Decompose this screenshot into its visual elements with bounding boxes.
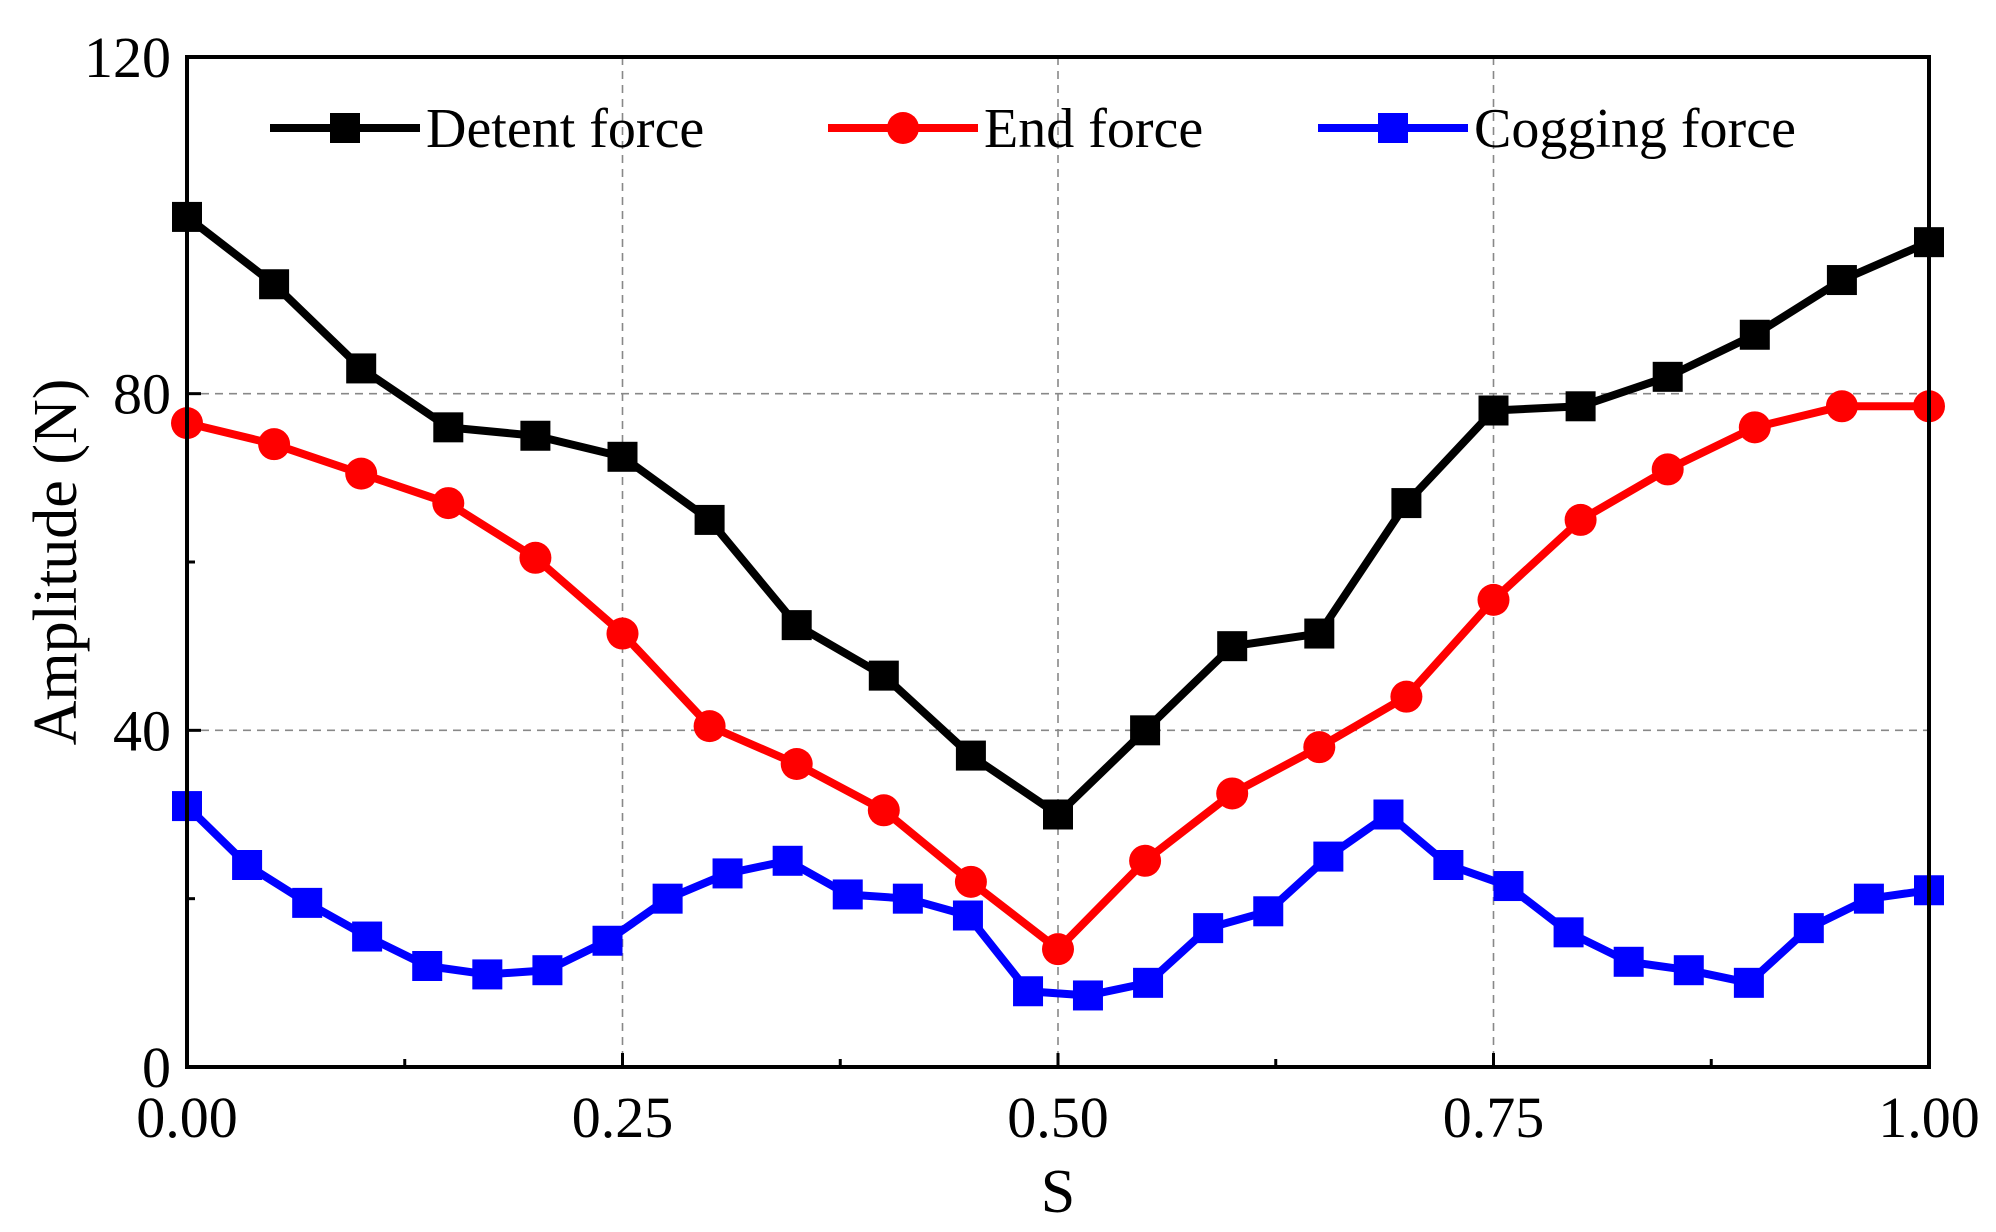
detent-force-point — [1565, 391, 1596, 422]
cogging-force-point — [1853, 883, 1884, 914]
detent-force-point — [955, 740, 986, 771]
detent-force-point — [607, 441, 638, 472]
detent-force-point — [259, 269, 290, 300]
detent-force-point — [1826, 265, 1857, 296]
cogging-force-point — [952, 900, 983, 931]
x-tick-label: 1.00 — [1878, 1085, 1980, 1150]
end-force-point — [780, 748, 813, 780]
end-force-point — [867, 794, 900, 827]
cogging-force-point — [1313, 841, 1344, 872]
cogging-force-point — [1433, 850, 1464, 880]
cogging-force-point — [712, 858, 743, 889]
cogging-force-point — [1133, 967, 1164, 998]
end-force-point — [606, 617, 639, 650]
cogging-force-point — [772, 845, 803, 876]
cogging-force-point — [1072, 980, 1103, 1011]
end-force-point — [954, 865, 987, 898]
end-force-point — [1216, 777, 1249, 810]
x-tick-label: 0.50 — [1007, 1085, 1109, 1150]
detent-force-point — [1217, 631, 1248, 662]
cogging-force-point — [1193, 913, 1224, 944]
end-force-point — [1303, 731, 1336, 764]
detent-force-point — [433, 412, 464, 443]
end-force-point — [1042, 933, 1074, 966]
cogging-force-point — [352, 921, 383, 952]
legend-label: Cogging force — [1474, 98, 1796, 160]
cogging-force-point — [1373, 799, 1404, 830]
detent-force-point — [781, 610, 812, 641]
end-force-point — [693, 710, 726, 743]
cogging-force-point — [1673, 955, 1704, 986]
end-force-point — [432, 487, 465, 520]
x-axis-title: S — [1041, 1158, 1075, 1226]
end-force-point — [1564, 503, 1597, 536]
y-axis-title: Amplitude (N) — [22, 379, 90, 746]
legend-label: End force — [984, 98, 1203, 160]
detent-force-point — [868, 660, 899, 691]
detent-force-point — [1652, 361, 1683, 392]
end-force-point — [1651, 453, 1684, 486]
y-tick-label: 120 — [84, 25, 171, 90]
y-tick-label: 80 — [113, 362, 171, 427]
series-detent-force — [172, 201, 1944, 830]
legend: Detent force End force Cogging force — [270, 98, 1796, 160]
cogging-force-point — [1553, 917, 1584, 948]
legend-item-detent-force: Detent force — [270, 98, 704, 160]
axis-ticks: 0.00 0.25 0.50 0.75 1.00 0 40 80 120 — [84, 25, 1980, 1150]
detent-force-point — [520, 420, 551, 451]
detent-force-point — [694, 504, 725, 535]
grid-lines — [187, 57, 1929, 1067]
end-force-point — [1477, 583, 1510, 616]
detent-force-point — [1043, 799, 1073, 830]
end-force-point — [519, 541, 552, 574]
plot-series — [171, 201, 1945, 1011]
cogging-force-point — [652, 883, 683, 914]
cogging-force-point — [1493, 871, 1524, 902]
cogging-force-point — [1613, 946, 1644, 977]
series-cogging-force — [172, 791, 1944, 1011]
legend-swatch-marker — [330, 113, 360, 143]
y-tick-label: 0 — [142, 1035, 171, 1100]
cogging-force-point — [412, 951, 443, 981]
legend-swatch-marker — [887, 112, 919, 144]
cogging-force-point — [892, 883, 923, 914]
detent-force-point — [1391, 488, 1422, 519]
detent-force-point — [1130, 715, 1161, 746]
cogging-force-point — [1793, 913, 1824, 944]
legend-swatch-marker — [1378, 113, 1408, 143]
x-tick-label: 0.25 — [572, 1085, 674, 1150]
detent-force-point — [1478, 395, 1509, 426]
cogging-force-point — [232, 850, 263, 880]
cogging-force-point — [832, 879, 863, 910]
end-force-point — [1825, 390, 1858, 423]
series-end-force — [171, 390, 1945, 966]
end-force-point — [345, 457, 378, 490]
cogging-force-point — [592, 925, 623, 956]
x-tick-label: 0.00 — [136, 1085, 238, 1150]
x-tick-label: 0.75 — [1443, 1085, 1545, 1150]
cogging-force-point — [1253, 896, 1284, 927]
cogging-force-point — [532, 955, 563, 986]
detent-force-point — [1304, 618, 1335, 649]
legend-item-cogging-force: Cogging force — [1318, 98, 1796, 160]
cogging-force-point — [472, 959, 503, 990]
cogging-force-point — [1733, 967, 1764, 998]
end-force-point — [1129, 844, 1162, 877]
end-force-point — [1738, 411, 1771, 444]
end-force-point — [1390, 680, 1423, 713]
detent-force-point — [1739, 319, 1770, 350]
end-force-point — [258, 428, 291, 461]
legend-item-end-force: End force — [828, 98, 1203, 160]
cogging-force-point — [1013, 976, 1044, 1007]
cogging-force-point — [292, 887, 323, 918]
y-tick-label: 40 — [113, 698, 171, 763]
legend-label: Detent force — [426, 98, 704, 160]
detent-force-point — [346, 353, 377, 384]
